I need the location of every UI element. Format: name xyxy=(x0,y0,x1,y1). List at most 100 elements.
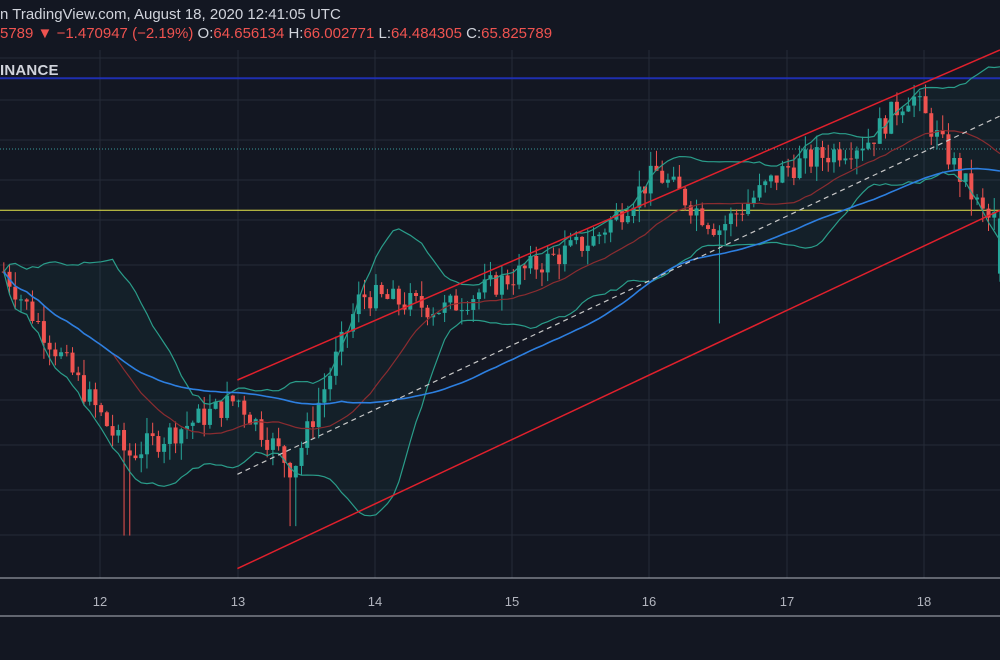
candle-body xyxy=(528,255,533,269)
candle-body xyxy=(568,240,573,246)
candle-body xyxy=(768,175,773,182)
candle-body xyxy=(30,301,35,321)
candle-body xyxy=(373,284,378,309)
candle-body xyxy=(13,286,18,300)
candle-body xyxy=(167,427,172,444)
candle-body xyxy=(270,438,275,450)
candle-body xyxy=(190,422,195,426)
candle-body xyxy=(963,173,968,182)
change-value: −1.470947 (−2.19%) xyxy=(56,25,194,42)
candle-body xyxy=(854,150,859,159)
candle-body xyxy=(637,186,642,208)
candle-body xyxy=(202,408,207,425)
candle-body xyxy=(36,321,41,322)
candle-body xyxy=(660,170,665,183)
candle-body xyxy=(814,147,819,167)
candle-body xyxy=(826,157,831,163)
candle-body xyxy=(333,351,338,376)
candle-body xyxy=(654,165,659,171)
candle-body xyxy=(488,275,493,280)
candle-body xyxy=(24,299,29,302)
candle-body xyxy=(620,211,625,223)
candle-body xyxy=(608,219,613,233)
source-text: n TradingView.com, August 18, 2020 12:41… xyxy=(0,6,341,23)
candle-body xyxy=(894,101,899,116)
price-fragment: 5789 xyxy=(0,25,34,42)
candle-body xyxy=(64,352,69,354)
grid xyxy=(0,50,1000,578)
candle-body xyxy=(643,186,648,194)
close-label: C: xyxy=(466,25,482,42)
x-tick-label: 14 xyxy=(368,594,382,609)
bollinger-basis xyxy=(3,129,1000,435)
candle-body xyxy=(173,427,178,444)
candle-body xyxy=(196,408,201,423)
candle-body xyxy=(665,179,670,183)
candle-body xyxy=(831,149,836,163)
candle-body xyxy=(122,430,127,451)
candle-body xyxy=(436,312,441,314)
candle-body xyxy=(391,288,396,299)
candle-body xyxy=(379,284,384,295)
candle-body xyxy=(934,130,939,137)
candle-body xyxy=(288,462,293,478)
high-value: 66.002771 xyxy=(303,25,375,42)
candle-body xyxy=(912,96,917,106)
candle-body xyxy=(757,185,762,198)
candle-body xyxy=(929,113,934,137)
candle-body xyxy=(408,293,413,310)
candle-body xyxy=(746,203,751,215)
x-tick-label: 15 xyxy=(505,594,519,609)
candle-body xyxy=(59,352,64,357)
candle-body xyxy=(539,269,544,273)
candle-body xyxy=(952,158,957,165)
source-line: n TradingView.com, August 18, 2020 12:41… xyxy=(0,6,341,23)
candle-body xyxy=(471,299,476,310)
candle-body xyxy=(127,450,132,456)
candle-body xyxy=(316,402,321,428)
candle-body xyxy=(265,439,270,450)
candle-body xyxy=(494,275,499,295)
candle-body xyxy=(780,166,785,183)
candle-body xyxy=(728,213,733,225)
candle-body xyxy=(602,232,607,235)
candle-body xyxy=(179,429,184,444)
candle-body xyxy=(877,118,882,144)
bollinger-lower xyxy=(3,171,1000,517)
candle-body xyxy=(230,395,235,402)
candle-body xyxy=(150,433,155,437)
candle-body xyxy=(786,166,791,168)
candle-body xyxy=(70,352,75,373)
candle-body xyxy=(93,389,98,406)
candle-body xyxy=(41,321,46,343)
candle-body xyxy=(459,310,464,312)
candle-body xyxy=(414,293,419,297)
candle-body xyxy=(116,430,121,436)
candle-body xyxy=(18,299,23,301)
candle-body xyxy=(860,148,865,151)
candle-body xyxy=(425,307,430,318)
channel-mid-line xyxy=(237,115,1000,475)
low-label: L: xyxy=(378,25,392,42)
candle-body xyxy=(213,401,218,409)
candle-body xyxy=(448,295,453,303)
candle-body xyxy=(242,400,247,415)
candle-body xyxy=(946,134,951,165)
candle-body xyxy=(940,130,945,135)
candle-body xyxy=(99,405,104,413)
candle-body xyxy=(534,255,539,270)
candle-body xyxy=(368,297,373,309)
candle-body xyxy=(900,111,905,116)
low-value: 64.484305 xyxy=(391,25,462,42)
chart-header: n TradingView.com, August 18, 2020 12:41… xyxy=(0,0,1000,50)
candle-body xyxy=(482,279,487,293)
candle-body xyxy=(207,408,212,425)
candle-body xyxy=(751,197,756,204)
open-label: O: xyxy=(197,25,214,42)
bollinger-upper xyxy=(3,66,1000,405)
x-tick-label: 17 xyxy=(780,594,794,609)
candle-body xyxy=(219,401,224,418)
candle-body xyxy=(522,265,527,269)
down-arrow-icon: ▼ xyxy=(37,25,53,42)
